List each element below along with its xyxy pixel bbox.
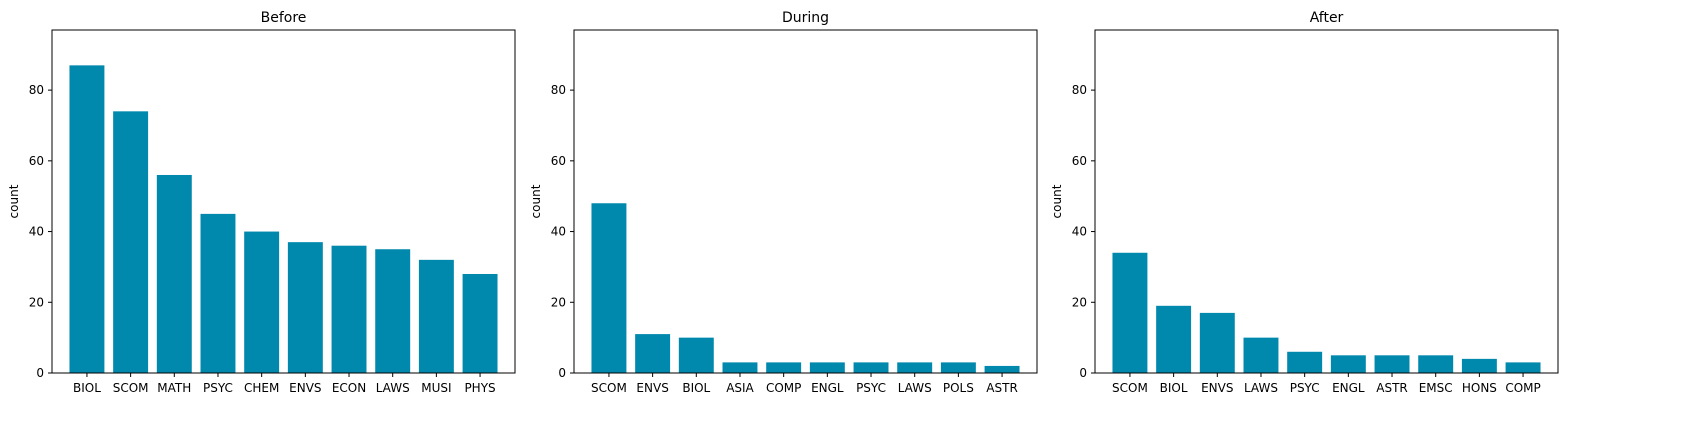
y-tick-label: 60 [29, 154, 44, 168]
x-tick-label: ENGL [811, 381, 844, 395]
plot-frame [573, 29, 1038, 374]
bar-emsc [1418, 355, 1454, 373]
x-tick-label: EMSC [1419, 381, 1453, 395]
bar-asia [722, 362, 758, 373]
x-tick-label: MUSI [421, 381, 451, 395]
x-tick-label: COMP [766, 381, 801, 395]
y-tick-label: 0 [558, 366, 566, 380]
x-tick-label: PSYC [856, 381, 886, 395]
x-tick-label: SCOM [113, 381, 149, 395]
bar-engl [1330, 355, 1366, 373]
y-tick-label: 60 [551, 154, 566, 168]
x-tick-label: POLS [943, 381, 974, 395]
x-tick-label: SCOM [591, 381, 627, 395]
x-tick-label: COMP [1505, 381, 1540, 395]
plot-frame [51, 29, 516, 374]
x-tick-label: BIOL [73, 381, 101, 395]
x-tick-label: ENVS [636, 381, 668, 395]
x-tick-label: ASTR [1376, 381, 1408, 395]
x-tick-label: PSYC [203, 381, 233, 395]
bar-comp [1505, 362, 1541, 373]
x-tick-label: PSYC [1290, 381, 1320, 395]
bar-psyc [853, 362, 889, 373]
bar-laws [375, 249, 411, 373]
bar-astr [1374, 355, 1410, 373]
y-tick-label: 40 [551, 225, 566, 239]
bar-envs [287, 242, 323, 373]
y-axis-label: count [7, 184, 21, 218]
y-tick-label: 0 [36, 366, 44, 380]
bar-engl [809, 362, 845, 373]
y-axis-label: count [1050, 184, 1064, 218]
plot-frame [1094, 29, 1559, 374]
chart-title: After [1310, 10, 1344, 26]
y-tick-label: 80 [1072, 83, 1087, 97]
x-tick-label: SCOM [1112, 381, 1148, 395]
x-tick-label: ASIA [726, 381, 754, 395]
x-tick-label: ENVS [289, 381, 321, 395]
x-tick-label: ENVS [1201, 381, 1233, 395]
bar-scom [1112, 252, 1148, 373]
y-tick-label: 60 [1072, 154, 1087, 168]
bar-envs [1199, 312, 1235, 373]
y-tick-label: 80 [29, 83, 44, 97]
bar-hons [1461, 358, 1497, 373]
bar-chem [244, 231, 280, 373]
bar-pols [940, 362, 976, 373]
y-tick-label: 40 [29, 225, 44, 239]
bar-biol [69, 65, 105, 374]
bar-scom [591, 203, 627, 373]
x-tick-label: CHEM [244, 381, 279, 395]
y-tick-label: 20 [551, 295, 566, 309]
x-tick-label: LAWS [898, 381, 932, 395]
chart-title: Before [261, 10, 307, 26]
x-tick-label: PHYS [464, 381, 495, 395]
bar-scom [113, 111, 149, 373]
bar-phys [462, 273, 498, 373]
bar-biol [1156, 305, 1192, 373]
x-tick-label: ASTR [986, 381, 1018, 395]
y-axis-label: count [529, 184, 543, 218]
x-tick-label: ENGL [1332, 381, 1365, 395]
bar-laws [897, 362, 933, 373]
bar-musi [418, 259, 454, 373]
chart-title: During [782, 10, 829, 26]
bar-comp [766, 362, 802, 373]
x-tick-label: BIOL [1160, 381, 1188, 395]
bar-laws [1243, 337, 1279, 373]
bar-psyc [1287, 351, 1323, 373]
y-tick-label: 20 [29, 295, 44, 309]
chart-panel-during: SCOM ENVS BIOL ASIA COMP ENGL PSYC LAWS POLS ASTR… [529, 10, 1038, 395]
x-tick-label: LAWS [1244, 381, 1278, 395]
y-tick-label: 0 [1079, 366, 1087, 380]
x-tick-label: BIOL [682, 381, 710, 395]
y-tick-label: 40 [1072, 225, 1087, 239]
y-tick-label: 20 [1072, 295, 1087, 309]
x-tick-label: ECON [332, 381, 366, 395]
bar-math [156, 174, 192, 373]
x-tick-label: LAWS [376, 381, 410, 395]
bar-econ [331, 245, 367, 373]
bar-astr [984, 365, 1020, 373]
chart-panel-before: BIOL SCOM MATH PSYC CHEM ENVS ECON LAWS MUSI PHYS… [7, 10, 516, 395]
bar-biol [678, 337, 714, 373]
bar-envs [635, 334, 671, 373]
x-tick-label: MATH [157, 381, 191, 395]
x-tick-label: HONS [1462, 381, 1497, 395]
bar-psyc [200, 213, 236, 373]
chart-panel-after: SCOM BIOL ENVS LAWS PSYC ENGL ASTR EMSC HONS COMP… [1050, 10, 1559, 395]
y-tick-label: 80 [551, 83, 566, 97]
